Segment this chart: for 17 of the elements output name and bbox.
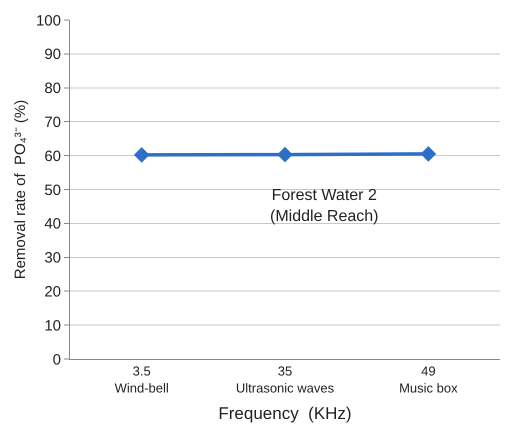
y-tick-label: 80 — [44, 80, 61, 98]
y-tick-label: 90 — [44, 46, 61, 64]
x-tick-label: 3.5 Wind-bell — [114, 364, 169, 396]
y-tick-label: 60 — [44, 148, 61, 165]
y-tick-label: 50 — [44, 182, 61, 199]
x-tick-label: 49 Music box — [399, 364, 458, 396]
y-tick-label: 10 — [44, 317, 61, 334]
y-tick-label: 100 — [36, 12, 61, 30]
y-tick-label: 30 — [44, 250, 61, 267]
y-tick-label: 40 — [44, 216, 61, 233]
y-tick-label: 20 — [44, 283, 61, 300]
y-tick-label: 0 — [52, 351, 61, 368]
x-tick-label: 35 Ultrasonic waves — [236, 364, 335, 396]
y-tick-label: 70 — [44, 114, 61, 131]
x-axis-title: Frequency (KHz) — [218, 404, 352, 423]
annotation: Forest Water 2 (Middle Reach) — [270, 187, 378, 225]
y-axis-title: Removal rate of PO₄³⁻ (%) — [12, 100, 30, 280]
